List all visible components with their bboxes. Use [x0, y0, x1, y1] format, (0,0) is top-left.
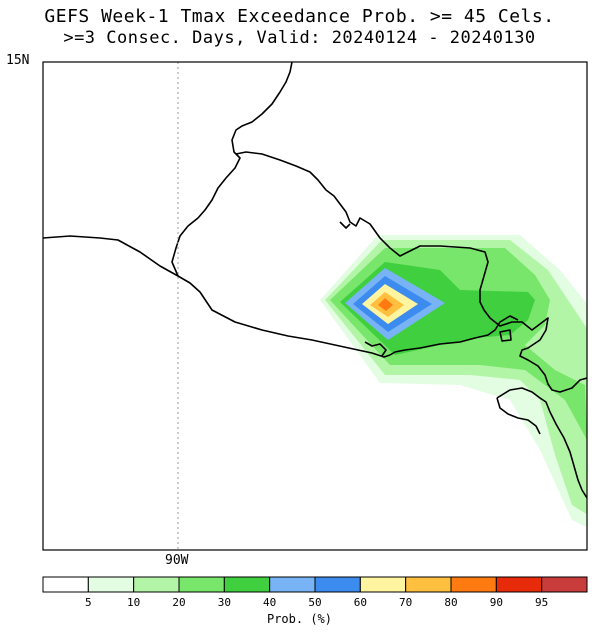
colorbar-swatch	[178, 576, 225, 593]
colorbar-swatch	[87, 576, 135, 593]
map-frame	[42, 61, 588, 551]
colorbar-tick-label: 90	[489, 596, 503, 609]
colorbar-tick-label: 20	[172, 596, 186, 609]
colorbar	[42, 576, 588, 593]
small-bay	[339, 221, 351, 229]
colorbar-tick-label: 95	[535, 596, 549, 609]
colorbar-tick-label: 30	[217, 596, 231, 609]
latitude-label: 15N	[6, 53, 30, 68]
colorbar-swatch	[223, 576, 271, 593]
colorbar-tick-label: 5	[85, 596, 92, 609]
lake-outline	[499, 329, 512, 342]
prob-contour-80	[378, 298, 393, 311]
colorbar-swatch	[541, 576, 588, 593]
yucatan-peninsula	[235, 151, 587, 393]
colorbar-swatch	[269, 576, 316, 593]
coastlines	[43, 62, 587, 499]
pacific-coast-south	[496, 387, 587, 499]
mexico-coast	[43, 235, 391, 358]
colorbar-swatch	[314, 576, 361, 593]
map-title-line2: >=3 Consec. Days, Valid: 20240124 - 2024…	[63, 28, 536, 48]
colorbar-title: Prob. (%)	[266, 612, 333, 626]
colorbar-tick-label: 10	[127, 596, 141, 609]
colorbar-swatch	[42, 576, 89, 593]
longitude-label: 90W	[165, 553, 189, 568]
colorbar-swatch	[450, 576, 497, 593]
map-title-line1: GEFS Week-1 Tmax Exceedance Prob. >= 45 …	[44, 6, 555, 27]
colorbar-swatch	[495, 576, 543, 593]
colorbar-tick-label: 60	[353, 596, 367, 609]
colorbar-swatch	[133, 576, 180, 593]
colorbar-swatch	[405, 576, 452, 593]
nicoya-coast	[496, 397, 541, 435]
colorbar-swatch	[359, 576, 407, 593]
mexico-guatemala-border	[171, 62, 293, 277]
colorbar-tick-label: 50	[308, 596, 322, 609]
probability-field	[43, 62, 587, 550]
gulf-inlet	[364, 341, 387, 357]
colorbar-tick-label: 70	[399, 596, 413, 609]
colorbar-tick-label: 40	[263, 596, 277, 609]
central-america-coast	[389, 315, 519, 356]
colorbar-tick-label: 80	[444, 596, 458, 609]
